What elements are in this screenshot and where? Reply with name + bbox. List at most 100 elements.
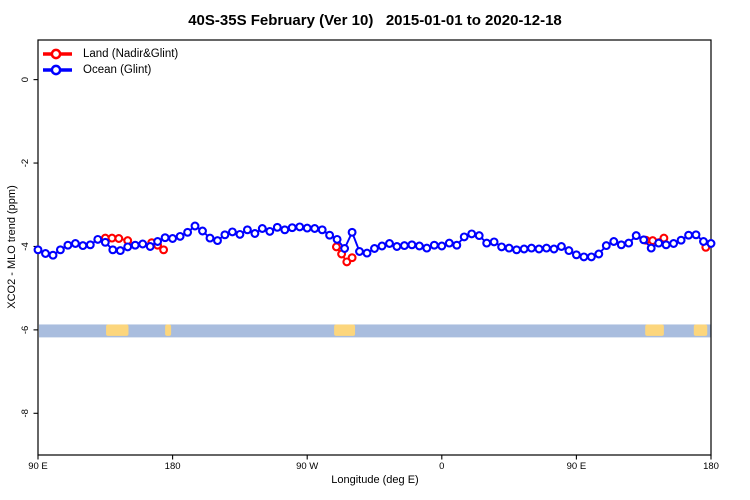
ocean-series-point xyxy=(676,235,686,245)
ocean-series-point xyxy=(295,222,305,232)
ocean-series-point xyxy=(287,223,297,233)
ocean-series-point xyxy=(414,241,424,251)
ocean-series-point xyxy=(70,239,80,248)
x-tick-label: 90 W xyxy=(296,461,318,472)
ocean-series-point xyxy=(684,230,694,240)
ocean-series-point xyxy=(355,247,364,256)
ocean-series-point xyxy=(556,242,566,251)
x-tick-label: 0 xyxy=(439,461,444,472)
ocean-series-point xyxy=(504,243,514,253)
land-series-marker-icon xyxy=(43,48,72,59)
ocean-series-point xyxy=(639,235,649,245)
x-axis-label: Longitude (deg E) xyxy=(331,474,419,486)
ocean-series-point xyxy=(452,240,462,250)
ocean-series-point xyxy=(474,231,484,241)
ocean-series-point xyxy=(444,238,454,248)
ocean-series-point xyxy=(512,245,522,255)
ocean-series-point xyxy=(272,222,282,232)
ocean-series-point xyxy=(534,244,544,254)
ocean-series-point xyxy=(362,248,372,258)
ocean-series-point xyxy=(175,231,185,241)
land-series-point xyxy=(159,245,169,255)
y-tick-label: -6 xyxy=(20,326,31,334)
ocean-series-point xyxy=(55,245,65,255)
x-tick-label: 90 E xyxy=(567,461,587,472)
land-series-point xyxy=(114,234,124,243)
ocean-series-point xyxy=(646,243,656,253)
ocean-series-point xyxy=(392,242,402,251)
ocean-series-point xyxy=(115,246,125,256)
ocean-series-point xyxy=(183,227,193,237)
ocean-series-point xyxy=(489,237,499,247)
ocean-series-point xyxy=(399,241,409,251)
ocean-series-point xyxy=(482,238,492,248)
ocean-series-point xyxy=(601,241,611,251)
x-tick-label: 180 xyxy=(165,461,181,472)
ocean-series-point xyxy=(571,250,581,260)
ocean-series-point xyxy=(317,225,327,235)
ocean-series-point xyxy=(527,243,536,253)
ocean-series-point xyxy=(100,237,110,247)
ocean-series-point xyxy=(123,242,133,252)
chart-title: 40S-35S February (Ver 10) 2015-01-01 to … xyxy=(188,12,562,29)
ocean-series-point xyxy=(542,243,551,253)
ocean-series-point xyxy=(280,225,290,235)
ocean-series-point xyxy=(594,249,604,259)
ocean-series-point xyxy=(385,239,394,248)
ocean-series-point xyxy=(78,241,88,251)
y-axis-label: XCO2 - MLO trend (ppm) xyxy=(6,185,18,309)
latitude-band-land-blob xyxy=(165,324,172,336)
land-series-point xyxy=(331,242,341,252)
ocean-series-point xyxy=(205,233,215,243)
ocean-series-point xyxy=(347,227,357,237)
ocean-series-point xyxy=(691,230,701,240)
ocean-series-point xyxy=(257,224,267,233)
ocean-series-point xyxy=(168,234,178,243)
ocean-series-point xyxy=(519,244,529,254)
ocean-series-point xyxy=(437,241,447,251)
ocean-series-point xyxy=(302,223,312,233)
ocean-series-point xyxy=(190,221,200,231)
ocean-series-point xyxy=(108,245,118,255)
ocean-series-point xyxy=(422,243,432,253)
ocean-series-point xyxy=(332,234,342,244)
ocean-series-point xyxy=(145,242,155,251)
legend-item-ocean: Ocean (Glint) xyxy=(42,62,178,77)
ocean-series-point xyxy=(198,226,207,236)
ocean-series-point xyxy=(242,225,252,235)
ocean-series-point xyxy=(370,244,379,253)
ocean-series-point xyxy=(63,240,73,250)
y-tick-label: -4 xyxy=(20,242,31,250)
legend-label-land: Land (Nadir&Glint) xyxy=(83,47,179,60)
ocean-series-point xyxy=(138,239,148,249)
ocean-series-point xyxy=(48,250,58,260)
ocean-series-point xyxy=(429,240,439,250)
ocean-series-point xyxy=(213,236,222,246)
ocean-series-point xyxy=(699,237,708,246)
ocean-series-point xyxy=(235,229,245,239)
ocean-series-point xyxy=(340,244,350,253)
ocean-series-point xyxy=(85,240,95,250)
y-tick-label: -2 xyxy=(20,159,31,167)
ocean-series-point xyxy=(93,234,103,244)
ocean-series-point xyxy=(227,227,237,237)
ocean-series-point xyxy=(549,244,559,254)
ocean-series-point xyxy=(160,233,170,243)
ocean-series-point xyxy=(616,240,626,250)
ocean-series-point xyxy=(41,249,50,258)
latitude-band-ocean xyxy=(39,324,711,338)
ocean-series-point xyxy=(579,252,589,262)
ocean-series-point xyxy=(325,230,335,240)
ocean-series-point xyxy=(586,252,596,262)
ocean-series-point xyxy=(153,237,163,246)
legend-label-ocean: Ocean (Glint) xyxy=(83,63,152,76)
latitude-band-land-blob xyxy=(645,324,664,336)
x-tick-label: 90 E xyxy=(28,461,48,472)
ocean-series-point xyxy=(310,224,320,233)
ocean-series-point xyxy=(564,246,574,256)
ocean-series-point xyxy=(467,229,477,239)
ocean-series-point xyxy=(631,231,641,241)
ocean-series-point xyxy=(377,241,387,251)
